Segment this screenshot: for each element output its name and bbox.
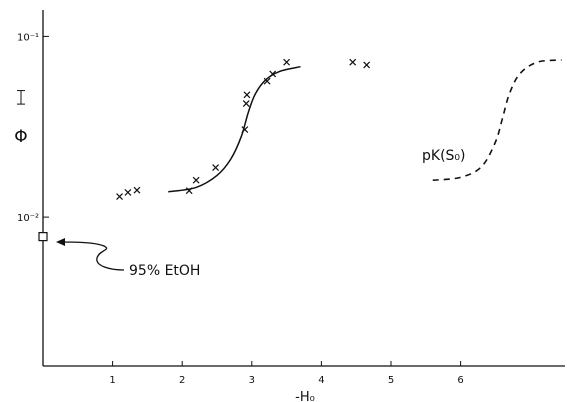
data-point — [185, 187, 193, 195]
data-point — [243, 91, 251, 99]
x-tick-label: 5 — [388, 375, 394, 386]
x-axis-label: -H₀ — [295, 390, 315, 402]
y-axis-label: Φ — [14, 127, 27, 147]
y-tick-label: 10⁻¹ — [17, 32, 39, 43]
ethanol-label: 95% EtOH — [129, 263, 200, 279]
x-tick-label: 6 — [457, 375, 463, 386]
point-stroke — [124, 188, 132, 196]
data-point — [241, 126, 249, 134]
point-stroke — [212, 164, 220, 171]
x-tick-label: 3 — [249, 375, 255, 386]
point-stroke — [269, 70, 277, 78]
dashed-curve — [432, 59, 562, 182]
fit-curve — [168, 65, 301, 193]
point-stroke — [349, 58, 357, 66]
point-stroke — [242, 100, 250, 107]
ethanol-arrowhead — [56, 238, 65, 246]
point-stroke — [283, 58, 291, 66]
y-label-group: Φ — [14, 90, 28, 147]
data-point — [263, 77, 271, 85]
x-tick-label: 2 — [179, 375, 185, 386]
point-stroke — [363, 61, 371, 69]
data-point — [116, 193, 123, 200]
data-point — [133, 186, 141, 194]
axes — [42, 10, 565, 367]
data-point — [283, 58, 291, 66]
point-stroke — [243, 91, 251, 99]
x-tick-label: 4 — [318, 375, 324, 386]
data-point — [363, 61, 371, 69]
y-tick-label: 10⁻² — [17, 213, 39, 224]
ethanol-arrow — [59, 241, 125, 271]
y-ticks: 10⁻¹ 10⁻² — [17, 32, 49, 224]
data-point — [242, 100, 250, 107]
point-stroke — [192, 176, 200, 184]
curves — [168, 59, 562, 193]
data-point — [349, 58, 357, 66]
point-stroke — [116, 193, 123, 200]
point-stroke — [185, 187, 193, 195]
ethanol-point — [38, 232, 48, 242]
pk-label: pK(S₀) — [422, 148, 466, 164]
x-ticks: 1 2 3 4 5 6 — [109, 361, 464, 386]
data-point — [212, 164, 220, 171]
point-stroke — [263, 77, 271, 85]
markers — [38, 58, 371, 242]
data-point — [269, 70, 277, 78]
data-point — [124, 188, 132, 196]
point-stroke — [133, 186, 141, 194]
x-tick-label: 1 — [109, 375, 115, 386]
data-point — [192, 176, 200, 184]
point-stroke — [241, 126, 249, 134]
ethanol-annotation: 95% EtOH — [56, 238, 200, 279]
